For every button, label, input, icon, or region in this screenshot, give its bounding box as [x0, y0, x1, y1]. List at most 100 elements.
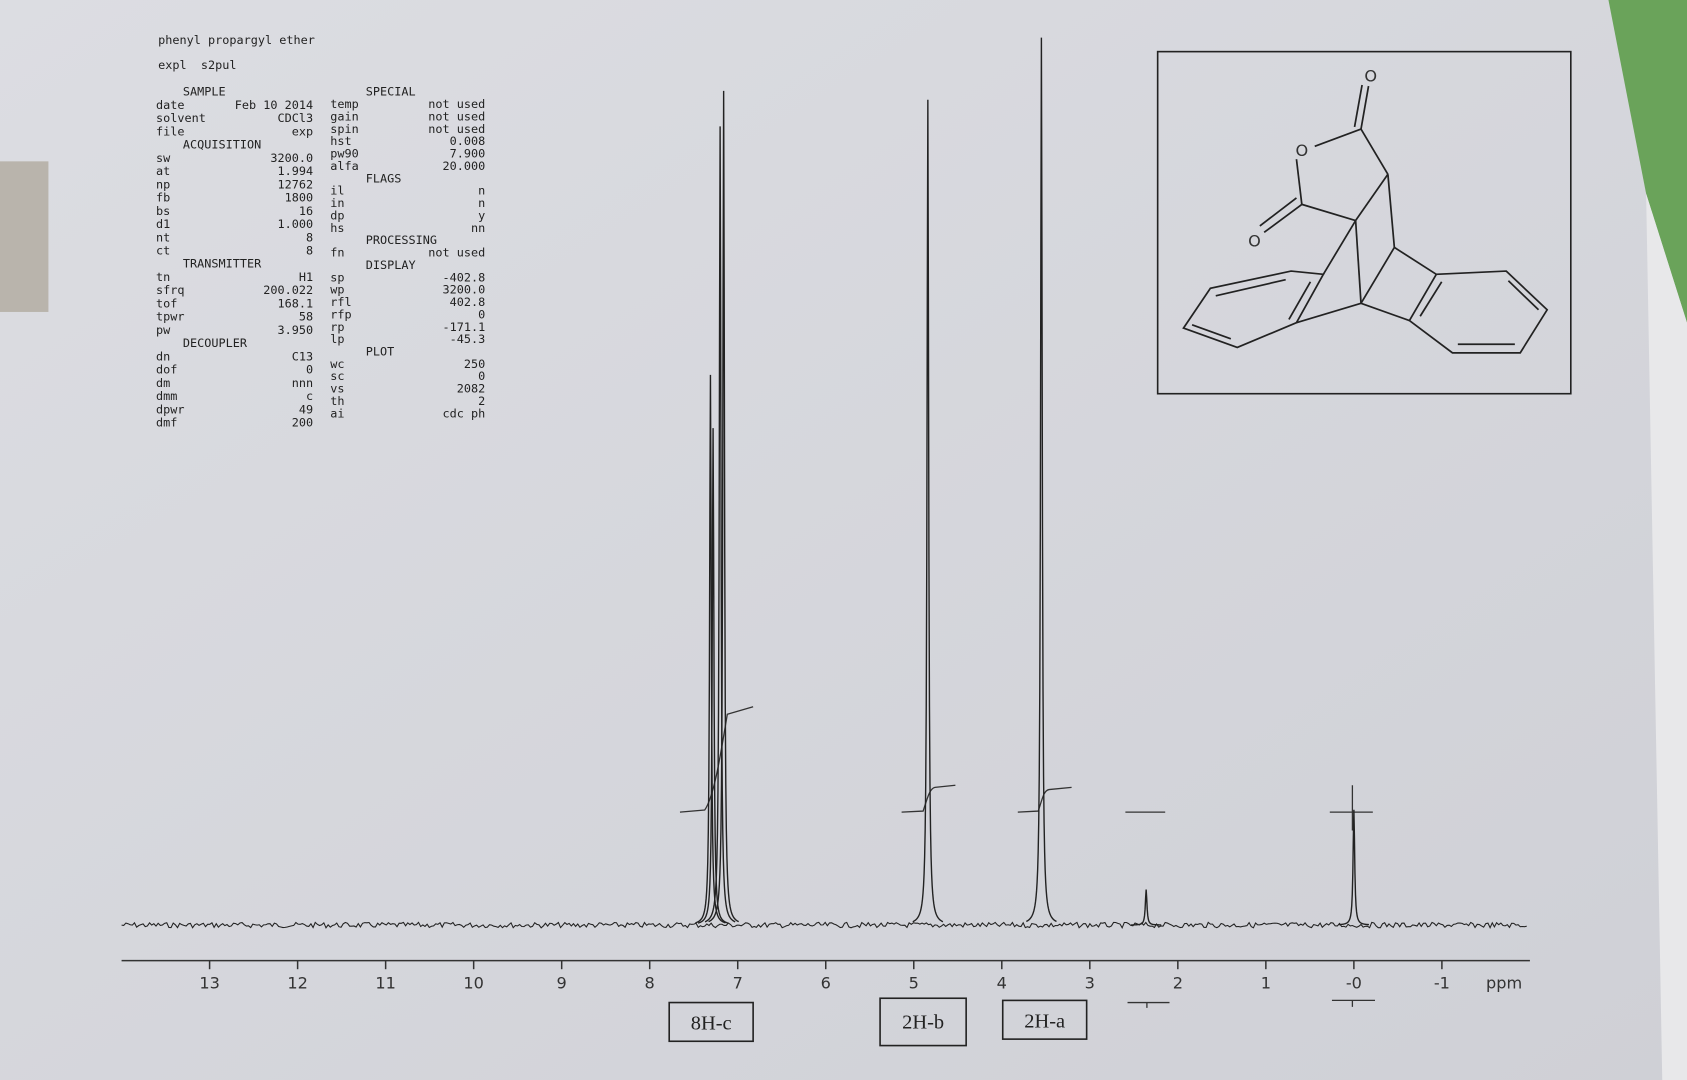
x-tick-label: 12 [287, 974, 308, 993]
param-key: rp [330, 320, 344, 334]
param-key: dmf [156, 416, 177, 430]
param-value: 250 [464, 357, 485, 371]
integral-curve [1329, 785, 1373, 831]
baseline [121, 921, 1527, 930]
param-value: 1800 [285, 191, 314, 205]
param-key: pw90 [330, 147, 359, 161]
param-value: exp [292, 124, 313, 138]
param-key: pw [156, 323, 171, 337]
param-value: c [306, 389, 313, 403]
param-key: nt [156, 230, 170, 244]
param-key: np [156, 177, 170, 191]
param-value: 3200.0 [442, 283, 485, 297]
integral-curve [679, 706, 754, 813]
param-key: solvent [156, 111, 206, 125]
param-value: not used [428, 246, 485, 260]
param-key: gain [330, 109, 359, 123]
param-value: 0 [306, 363, 313, 377]
param-value: 3.950 [277, 323, 313, 337]
param-key: file [156, 124, 185, 138]
param-value: 7.900 [450, 147, 486, 161]
param-value: -45.3 [450, 332, 486, 346]
param-value: y [478, 208, 485, 222]
param-key: tpwr [156, 310, 185, 324]
x-tick-label: 3 [1085, 974, 1095, 993]
param-value: 1.994 [277, 164, 313, 178]
param-value: 168.1 [277, 296, 313, 310]
param-key: wp [330, 283, 344, 297]
param-value: 12762 [277, 177, 313, 191]
param-key: dpwr [156, 402, 185, 416]
x-tick-label: 13 [199, 974, 220, 993]
peak [912, 99, 944, 923]
param-key: tof [156, 296, 177, 310]
param-value: 200 [292, 416, 313, 430]
param-section: TRANSMITTER [183, 257, 262, 271]
param-key: at [156, 164, 170, 178]
annotation: 2H-b [902, 1011, 944, 1033]
param-value: cdc ph [442, 406, 485, 420]
annotation-box [1001, 999, 1088, 1040]
param-key: lp [330, 332, 344, 346]
atom-label: O [1364, 67, 1377, 86]
param-key: date [156, 98, 185, 112]
param-value: CDCl3 [277, 111, 313, 125]
param-key: vs [330, 382, 344, 396]
structure: O O O [1156, 50, 1572, 395]
param-value: nn [471, 221, 485, 235]
param-value: -171.1 [442, 320, 485, 334]
x-tick-label: 8 [645, 974, 655, 993]
x-tick-label: 7 [733, 974, 743, 993]
peak [1026, 37, 1057, 923]
param-value: 16 [299, 204, 313, 218]
peak [1338, 809, 1369, 926]
param-section: ACQUISITION [183, 138, 261, 152]
background-edge [1608, 0, 1687, 323]
integral-bracket [1127, 999, 1375, 1008]
param-key: alfa [330, 159, 359, 173]
integral-curve [901, 784, 956, 813]
title: phenyl propargyl ether [158, 33, 315, 47]
param-key: dn [156, 349, 170, 363]
peak [708, 90, 740, 923]
x-tick-label: 5 [909, 974, 919, 993]
annotation-box [668, 1001, 754, 1043]
param-value: -402.8 [442, 270, 485, 284]
param-value: n [478, 196, 485, 210]
param-key: sfrq [156, 283, 185, 297]
param-section: DISPLAY [366, 258, 416, 272]
param-value: not used [428, 122, 485, 136]
param-key: dof [156, 363, 177, 377]
param-key: fb [156, 191, 170, 205]
param-key: dp [330, 208, 344, 222]
param-value: 2082 [457, 382, 486, 396]
x-tick-label: 4 [997, 974, 1007, 993]
param-section: PLOT [366, 345, 395, 359]
param-key: dmm [156, 389, 177, 403]
x-tick-label: 11 [375, 974, 396, 993]
param-key: sc [330, 369, 344, 383]
param-key: sw [156, 151, 171, 165]
param-key: d1 [156, 217, 170, 231]
param-key: hst [330, 134, 351, 148]
param-key: hs [330, 221, 344, 235]
x-tick-label: 2 [1173, 974, 1183, 993]
param-value: 58 [299, 310, 313, 324]
param-key: sp [330, 270, 344, 284]
x-axis-label: ppm [1486, 974, 1522, 993]
param-key: ct [156, 244, 170, 258]
param-value: not used [428, 109, 485, 123]
annotation-box [879, 997, 967, 1047]
integrals [679, 706, 1375, 1008]
param-value: 200.022 [263, 283, 313, 297]
param-value: H1 [299, 270, 313, 284]
param-value: 0.008 [450, 134, 486, 148]
peak [704, 126, 736, 923]
x-tick-label: -0 [1346, 974, 1362, 993]
paper-edge [1646, 193, 1687, 1080]
param-key: th [330, 394, 344, 408]
shadow [0, 161, 49, 312]
param-section: DECOUPLER [183, 336, 248, 350]
x-tick-label: 6 [821, 974, 831, 993]
